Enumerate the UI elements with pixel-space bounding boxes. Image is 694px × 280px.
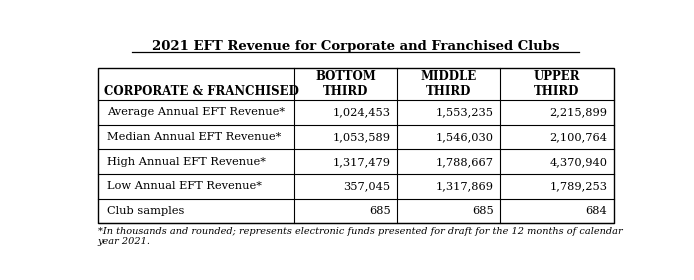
- Text: 357,045: 357,045: [344, 181, 391, 191]
- Text: 2,215,899: 2,215,899: [550, 108, 607, 117]
- Text: 1,546,030: 1,546,030: [436, 132, 494, 142]
- Text: 1,053,589: 1,053,589: [332, 132, 391, 142]
- Text: *In thousands and rounded; represents electronic funds presented for draft for t: *In thousands and rounded; represents el…: [97, 227, 622, 246]
- Text: 2,100,764: 2,100,764: [550, 132, 607, 142]
- Text: Low Annual EFT Revenue*: Low Annual EFT Revenue*: [107, 181, 262, 191]
- Text: 2021 EFT Revenue for Corporate and Franchised Clubs: 2021 EFT Revenue for Corporate and Franc…: [152, 40, 559, 53]
- Text: 1,789,253: 1,789,253: [550, 181, 607, 191]
- Text: CORPORATE & FRANCHISED: CORPORATE & FRANCHISED: [104, 85, 299, 98]
- Text: Average Annual EFT Revenue*: Average Annual EFT Revenue*: [107, 108, 285, 117]
- Text: 685: 685: [369, 206, 391, 216]
- Text: 1,553,235: 1,553,235: [436, 108, 494, 117]
- Text: 685: 685: [472, 206, 494, 216]
- Text: 1,788,667: 1,788,667: [436, 157, 494, 167]
- Text: Median Annual EFT Revenue*: Median Annual EFT Revenue*: [107, 132, 282, 142]
- Text: Club samples: Club samples: [107, 206, 185, 216]
- Text: UPPER
THIRD: UPPER THIRD: [534, 70, 580, 98]
- Text: High Annual EFT Revenue*: High Annual EFT Revenue*: [107, 157, 266, 167]
- Text: BOTTOM
THIRD: BOTTOM THIRD: [315, 70, 375, 98]
- Text: 1,317,479: 1,317,479: [332, 157, 391, 167]
- Text: 4,370,940: 4,370,940: [550, 157, 607, 167]
- Text: 1,024,453: 1,024,453: [332, 108, 391, 117]
- Text: MIDDLE
THIRD: MIDDLE THIRD: [421, 70, 477, 98]
- Text: 1,317,869: 1,317,869: [436, 181, 494, 191]
- Text: 684: 684: [586, 206, 607, 216]
